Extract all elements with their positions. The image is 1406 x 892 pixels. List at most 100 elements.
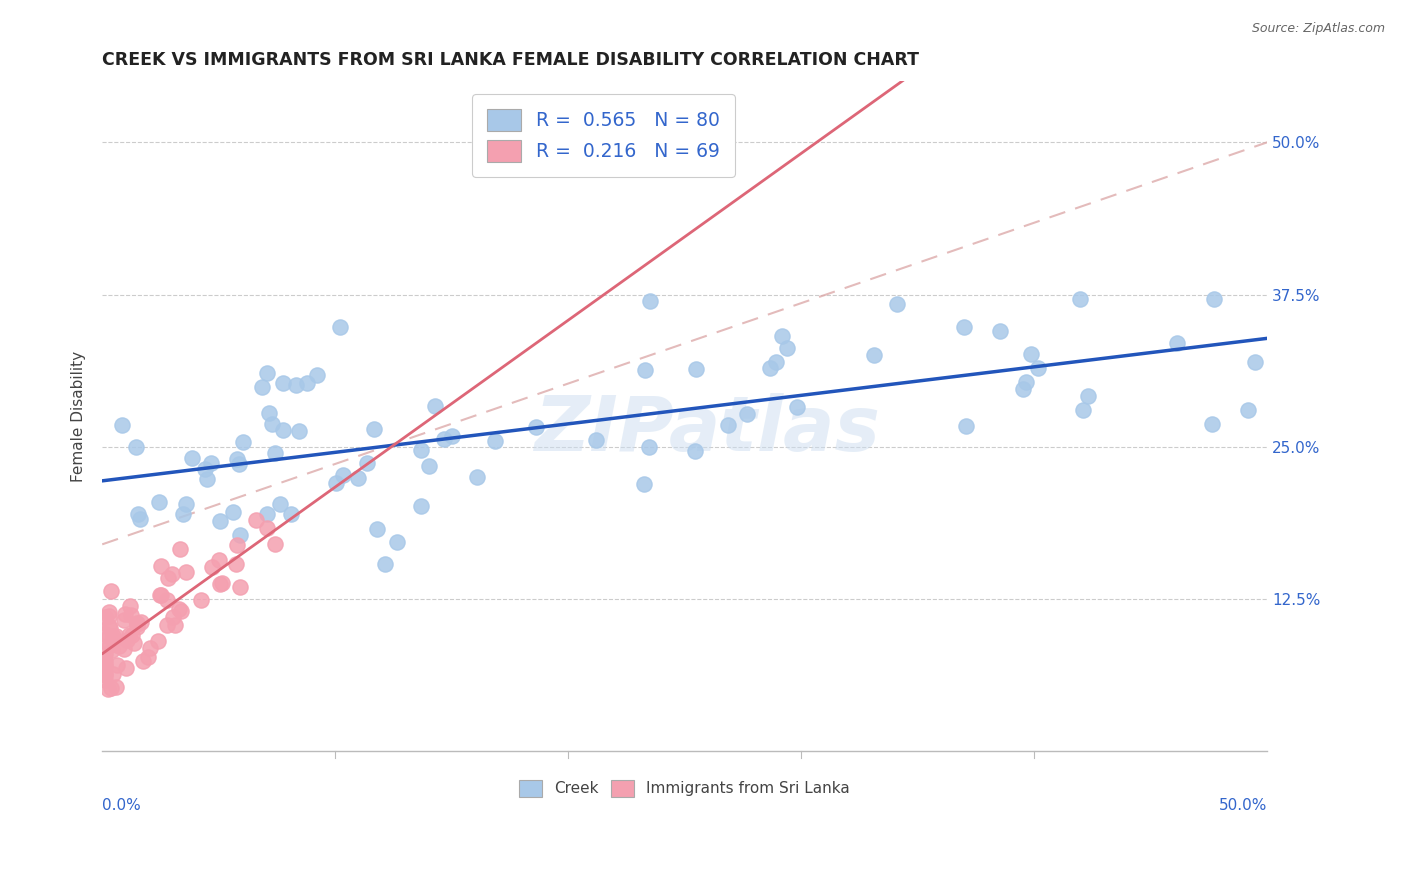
Text: 0.0%: 0.0%: [103, 798, 141, 814]
Point: [1077, 389, 1099, 403]
Point: [148, 495, 170, 509]
Point: [156, 592, 179, 607]
Point: [100, 621, 122, 635]
Point: [190, 593, 212, 607]
Point: [209, 577, 232, 591]
Point: [423, 399, 446, 413]
Point: [411, 499, 433, 513]
Point: [93, 647, 115, 661]
Point: [264, 537, 287, 551]
Point: [256, 521, 278, 535]
Point: [1071, 402, 1094, 417]
Point: [208, 553, 231, 567]
Point: [269, 497, 291, 511]
Point: [1015, 375, 1038, 389]
Text: 50.0%: 50.0%: [1219, 798, 1267, 814]
Point: [633, 476, 655, 491]
Text: Source: ZipAtlas.com: Source: ZipAtlas.com: [1251, 22, 1385, 36]
Point: [1069, 292, 1091, 306]
Point: [441, 429, 464, 443]
Point: [132, 654, 155, 668]
Point: [146, 634, 169, 648]
Point: [225, 537, 247, 551]
Point: [634, 362, 657, 376]
Point: [101, 643, 124, 657]
Point: [160, 566, 183, 581]
Point: [162, 609, 184, 624]
Point: [98, 639, 121, 653]
Point: [93, 653, 115, 667]
Point: [685, 443, 707, 458]
Point: [100, 681, 122, 695]
Point: [524, 420, 547, 434]
Point: [174, 566, 197, 580]
Point: [208, 514, 231, 528]
Point: [201, 560, 224, 574]
Point: [1026, 360, 1049, 375]
Point: [112, 642, 135, 657]
Point: [640, 293, 662, 308]
Point: [105, 680, 128, 694]
Point: [256, 366, 278, 380]
Point: [284, 377, 307, 392]
Point: [118, 628, 141, 642]
Point: [111, 418, 134, 433]
Point: [101, 632, 124, 646]
Point: [765, 355, 787, 369]
Point: [305, 368, 328, 383]
Point: [1201, 417, 1223, 431]
Point: [169, 541, 191, 556]
Point: [100, 583, 122, 598]
Point: [170, 604, 193, 618]
Point: [97, 681, 120, 696]
Point: [193, 462, 215, 476]
Point: [271, 376, 294, 390]
Point: [174, 497, 197, 511]
Point: [1204, 292, 1226, 306]
Point: [717, 417, 740, 432]
Point: [1237, 402, 1260, 417]
Point: [433, 432, 456, 446]
Point: [1011, 383, 1033, 397]
Point: [121, 628, 143, 642]
Point: [886, 296, 908, 310]
Point: [465, 470, 488, 484]
Point: [127, 507, 149, 521]
Point: [385, 534, 408, 549]
Point: [271, 423, 294, 437]
Point: [125, 617, 148, 632]
Point: [112, 613, 135, 627]
Point: [97, 629, 120, 643]
Point: [685, 362, 707, 376]
Point: [329, 319, 352, 334]
Point: [93, 673, 115, 687]
Point: [127, 619, 149, 633]
Point: [149, 588, 172, 602]
Point: [863, 348, 886, 362]
Point: [136, 650, 159, 665]
Point: [103, 666, 125, 681]
Point: [211, 576, 233, 591]
Point: [955, 418, 977, 433]
Point: [770, 328, 793, 343]
Point: [260, 417, 283, 431]
Point: [128, 512, 150, 526]
Point: [150, 559, 173, 574]
Point: [347, 471, 370, 485]
Point: [232, 435, 254, 450]
Point: [737, 407, 759, 421]
Point: [264, 446, 287, 460]
Point: [93, 667, 115, 681]
Point: [195, 472, 218, 486]
Point: [157, 571, 180, 585]
Point: [245, 513, 267, 527]
Point: [180, 450, 202, 465]
Point: [93, 610, 115, 624]
Point: [776, 341, 799, 355]
Point: [228, 458, 250, 472]
Point: [200, 456, 222, 470]
Point: [409, 443, 432, 458]
Point: [97, 619, 120, 633]
Point: [129, 615, 152, 630]
Point: [93, 627, 115, 641]
